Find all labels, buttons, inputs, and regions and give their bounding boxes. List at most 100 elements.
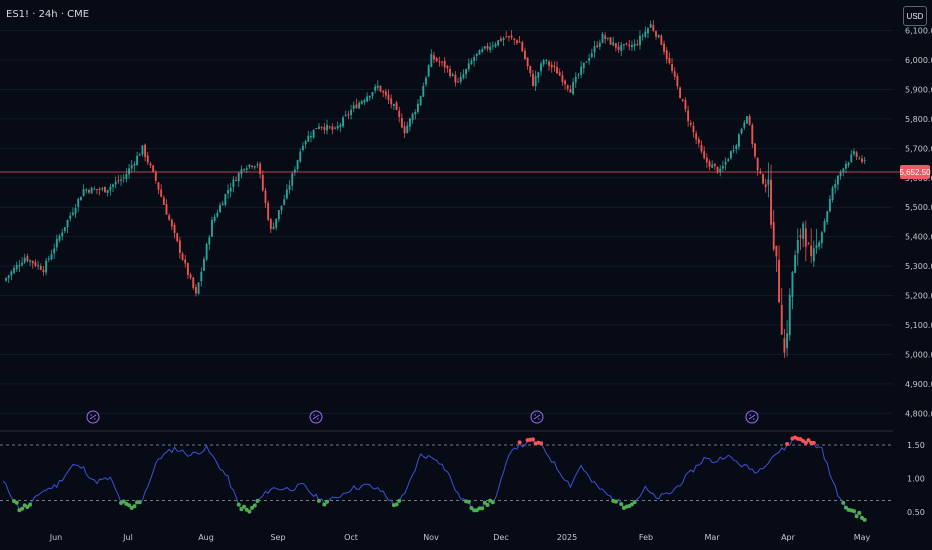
candle-body xyxy=(39,265,42,270)
candle-body xyxy=(596,45,599,47)
symbol-label[interactable]: ES1! · 24h · CME xyxy=(6,9,90,20)
low-marker xyxy=(843,505,848,510)
candle-body xyxy=(639,35,641,46)
low-marker xyxy=(862,517,867,522)
candle-body xyxy=(331,126,334,130)
candle-body xyxy=(818,242,821,247)
candle-body xyxy=(224,194,227,205)
candle-body xyxy=(748,116,751,125)
candle-body xyxy=(13,268,15,273)
candle-body xyxy=(652,25,655,31)
candle-body xyxy=(344,114,347,116)
candle-body xyxy=(34,262,37,266)
low-marker xyxy=(469,506,474,511)
candle-body xyxy=(55,238,58,248)
candle-body xyxy=(122,177,125,179)
candle-body xyxy=(411,113,414,121)
candle-body xyxy=(408,118,411,127)
candle-body xyxy=(45,260,48,273)
candle-body xyxy=(561,75,564,83)
candle-body xyxy=(259,163,262,175)
candle-body xyxy=(729,150,732,159)
candle-body xyxy=(663,43,665,52)
low-marker xyxy=(322,502,327,507)
candle-body xyxy=(582,62,585,69)
candle-body xyxy=(267,202,270,220)
candle-body xyxy=(585,61,588,63)
low-marker xyxy=(632,500,637,505)
candle-body xyxy=(256,164,259,166)
candle-body xyxy=(732,150,735,152)
candle-body xyxy=(550,64,553,68)
candle-body xyxy=(521,42,524,52)
candle-body xyxy=(791,272,794,297)
candle-body xyxy=(641,35,644,37)
candle-body xyxy=(515,40,518,43)
candle-body xyxy=(178,240,181,254)
low-marker xyxy=(482,500,487,505)
candle-body xyxy=(176,233,179,242)
candle-body xyxy=(280,205,283,211)
candle-body xyxy=(810,245,813,257)
candle-body xyxy=(598,42,601,47)
low-marker xyxy=(14,500,19,505)
candle-body xyxy=(676,75,679,87)
candle-body xyxy=(505,36,508,38)
candle-body xyxy=(157,182,160,190)
candle-body xyxy=(342,117,344,127)
candle-body xyxy=(237,173,240,182)
candle-body xyxy=(323,127,326,130)
candle-body xyxy=(79,196,82,201)
currency-button[interactable]: USD xyxy=(903,6,927,26)
time-tick-label: May xyxy=(854,533,871,542)
candle-body xyxy=(66,219,69,228)
indicator-tick-label: 1.00 xyxy=(907,475,925,484)
candle-body xyxy=(513,38,516,40)
time-tick-label: Mar xyxy=(704,533,720,542)
candle-body xyxy=(430,54,433,67)
candle-body xyxy=(47,258,50,260)
candle-body xyxy=(71,212,74,215)
candle-body xyxy=(69,215,72,219)
candle-body xyxy=(104,186,106,193)
price-tick-label: 5,200.00 xyxy=(905,292,932,301)
candle-body xyxy=(622,44,625,46)
candle-body xyxy=(457,81,460,83)
candle-body xyxy=(441,61,443,63)
price-tick-label: 4,900.00 xyxy=(905,380,932,389)
candle-body xyxy=(261,174,264,191)
high-marker xyxy=(811,440,816,445)
candle-body xyxy=(534,76,537,86)
candle-body xyxy=(272,226,275,230)
candle-body xyxy=(510,35,513,38)
candle-body xyxy=(507,36,510,38)
candle-body xyxy=(414,111,417,115)
time-tick-label: Apr xyxy=(781,533,796,542)
candle-body xyxy=(251,165,254,167)
candle-body xyxy=(15,264,18,270)
low-marker xyxy=(857,510,862,515)
candle-body xyxy=(711,164,714,168)
time-tick-label: Oct xyxy=(344,533,358,542)
candle-body xyxy=(812,248,815,262)
candle-body xyxy=(470,60,473,64)
candle-body xyxy=(23,257,26,263)
candle-body xyxy=(756,157,759,171)
candle-body xyxy=(831,187,834,201)
candle-body xyxy=(31,260,34,264)
candle-body xyxy=(114,181,117,185)
candle-body xyxy=(671,64,674,71)
candle-body xyxy=(87,190,90,193)
candle-body xyxy=(173,224,176,233)
indicator-pane xyxy=(0,435,893,522)
candle-body xyxy=(483,46,486,49)
candle-body xyxy=(315,128,318,130)
candle-body xyxy=(417,103,419,112)
time-tick-label: Dec xyxy=(493,533,508,542)
candle-body xyxy=(721,165,724,169)
candle-body xyxy=(438,61,441,63)
candle-body xyxy=(63,227,66,232)
candle-body xyxy=(288,185,291,190)
candle-body xyxy=(764,184,767,188)
